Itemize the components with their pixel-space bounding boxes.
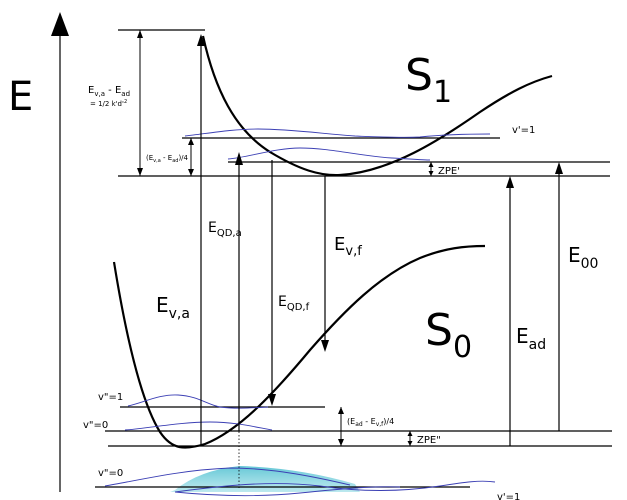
reorg-lower-quarter-arrowhead-top bbox=[338, 407, 344, 414]
bottom-v-prime-1-label: v'=1 bbox=[497, 492, 520, 500]
ev-a-arrowhead bbox=[197, 34, 205, 46]
energy-axis-arrowhead bbox=[51, 12, 69, 36]
s0-label: S0 bbox=[425, 305, 472, 365]
s1-v1-wavefunction bbox=[184, 128, 491, 138]
zpe-dprime-label: ZPE" bbox=[417, 435, 441, 446]
reorg-upper-label: Ev,a - Ead bbox=[88, 85, 130, 98]
eqd-f-label: EQD,f bbox=[278, 294, 310, 313]
reorg-upper-quarter-arrowhead-top bbox=[188, 138, 194, 145]
e00-arrowhead bbox=[555, 162, 563, 174]
ev-f-label: Ev,f bbox=[334, 234, 362, 259]
bottom-v1-wavefunction-b bbox=[174, 486, 401, 496]
reorg-upper-arrowhead-bottom bbox=[137, 168, 143, 176]
bottom-v1-wavefunction bbox=[174, 480, 496, 493]
eqd-a-arrowhead bbox=[235, 152, 243, 165]
zpe-dprime-arrowhead-top bbox=[407, 431, 413, 436]
energy-axis-label: E bbox=[8, 74, 33, 120]
reorg-upper-quarter-arrowhead-bottom bbox=[188, 169, 194, 176]
s0-v1-wavefunction bbox=[127, 394, 269, 409]
ev-f-arrowhead bbox=[321, 340, 329, 352]
s0-v0-wavefunction bbox=[124, 421, 273, 431]
reorg-upper-arrowhead-top bbox=[137, 30, 143, 38]
v-dprime-0-label: v"=0 bbox=[83, 420, 108, 431]
s1-label: S1 bbox=[405, 50, 452, 110]
ead-label: Ead bbox=[516, 324, 546, 353]
eqd-a-label: EQD,a bbox=[208, 220, 242, 239]
ev-a-label: Ev,a bbox=[156, 293, 190, 322]
s1-potential-curve bbox=[201, 35, 553, 177]
reorg-upper-quarter-label: (Ev,a - Ead)/4 bbox=[146, 154, 189, 164]
zpe-prime-arrowhead-top bbox=[428, 162, 434, 167]
zpe-prime-label: ZPE' bbox=[438, 166, 460, 177]
eqd-f-arrowhead bbox=[268, 394, 276, 406]
reorg-lower-quarter-arrowhead-bottom bbox=[338, 439, 344, 446]
v-dprime-1-label: v"=1 bbox=[98, 392, 123, 403]
bottom-v0-wavefunction bbox=[104, 467, 351, 487]
zpe-prime-arrowhead-bottom bbox=[428, 171, 434, 176]
bottom-v-dprime-0-label: v"=0 bbox=[98, 468, 123, 479]
v-prime-1-label: v'=1 bbox=[512, 125, 535, 136]
s1-v0-wavefunction bbox=[227, 147, 431, 161]
reorg-upper-formula: = 1/2 k'd'2 bbox=[90, 99, 127, 108]
ead-arrowhead bbox=[506, 176, 514, 188]
reorg-lower-quarter-label: (Ead - Ev,f)/4 bbox=[347, 417, 394, 428]
e00-label: E00 bbox=[568, 243, 598, 272]
zpe-dprime-arrowhead-bottom bbox=[407, 441, 413, 446]
